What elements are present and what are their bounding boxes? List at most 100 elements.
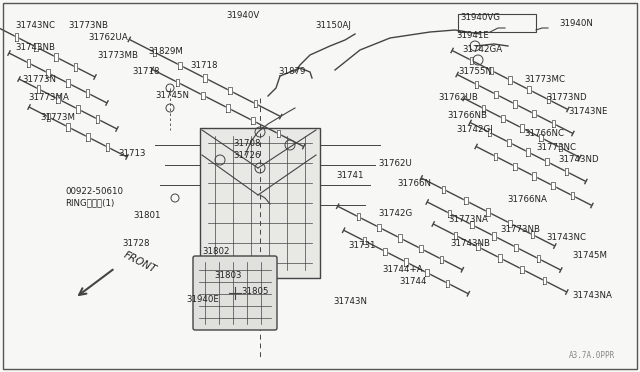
Text: 31766NC: 31766NC [524,129,564,138]
Polygon shape [203,74,207,81]
Text: 31762UA: 31762UA [88,33,128,42]
Polygon shape [447,210,451,217]
Text: 31744: 31744 [399,278,426,286]
Polygon shape [475,81,478,88]
Text: 31718: 31718 [190,61,218,71]
Text: 31940E: 31940E [186,295,219,305]
Polygon shape [540,134,543,141]
Text: 31829M: 31829M [148,48,183,57]
Text: 31743NB: 31743NB [15,44,55,52]
Polygon shape [527,86,531,93]
Polygon shape [513,163,516,170]
Text: 31773NB: 31773NB [500,225,540,234]
Polygon shape [489,67,493,74]
Polygon shape [470,221,474,228]
Polygon shape [488,129,492,136]
Polygon shape [404,259,408,266]
Polygon shape [46,70,50,77]
Text: 31743ND: 31743ND [558,155,598,164]
Polygon shape [464,197,468,204]
Polygon shape [47,113,51,121]
Polygon shape [76,105,79,113]
Polygon shape [419,245,422,252]
Polygon shape [356,213,360,220]
Polygon shape [552,120,556,127]
Polygon shape [513,100,517,108]
Polygon shape [481,105,485,112]
Polygon shape [507,139,511,146]
Polygon shape [440,256,444,263]
Polygon shape [501,115,504,122]
Text: 31773NB: 31773NB [68,22,108,31]
Text: 31743NB: 31743NB [450,240,490,248]
Polygon shape [27,60,31,67]
Polygon shape [526,148,530,155]
Text: 31745M: 31745M [572,251,607,260]
Polygon shape [253,100,257,107]
Text: 31742GA: 31742GA [462,45,502,55]
Polygon shape [537,255,540,262]
Polygon shape [228,87,232,94]
Text: 31755N: 31755N [458,67,492,77]
Text: 31150AJ: 31150AJ [315,22,351,31]
Polygon shape [176,79,179,86]
Polygon shape [454,232,457,239]
Polygon shape [470,57,473,64]
Polygon shape [226,105,230,112]
Polygon shape [532,173,536,180]
Polygon shape [95,115,99,122]
Polygon shape [86,89,89,97]
Polygon shape [520,266,524,273]
Text: 31879: 31879 [278,67,305,77]
Text: 31802: 31802 [202,247,230,256]
Polygon shape [559,144,563,151]
Text: 31762U: 31762U [378,158,412,167]
Text: 31941E: 31941E [456,32,489,41]
Polygon shape [35,44,38,51]
Text: 31745N: 31745N [155,90,189,99]
Polygon shape [54,54,58,61]
Polygon shape [363,237,366,244]
Text: 31766NB: 31766NB [447,112,487,121]
Text: 31940V: 31940V [226,12,259,20]
Polygon shape [36,86,40,93]
Polygon shape [86,134,90,141]
Polygon shape [378,224,381,231]
Polygon shape [425,269,429,276]
Text: 31731: 31731 [348,241,376,250]
Text: 31801: 31801 [133,212,161,221]
Text: 31718: 31718 [132,67,159,77]
Text: 31773NC: 31773NC [536,144,576,153]
Text: 31805: 31805 [241,286,269,295]
Text: 31762UB: 31762UB [438,93,478,103]
Polygon shape [67,124,70,131]
Polygon shape [74,63,77,71]
Text: RINGリング(1): RINGリング(1) [65,199,115,208]
Polygon shape [476,243,479,250]
Polygon shape [543,277,547,284]
Text: FRONT: FRONT [122,250,158,275]
Text: 31766N: 31766N [397,180,431,189]
Text: 00922-50610: 00922-50610 [65,187,123,196]
Polygon shape [383,248,387,255]
Text: 31940N: 31940N [559,19,593,29]
Polygon shape [547,96,550,103]
Polygon shape [493,153,497,160]
Text: 31743NE: 31743NE [568,108,607,116]
Polygon shape [201,92,205,99]
Text: 31766NA: 31766NA [507,196,547,205]
Text: 31773N: 31773N [22,76,56,84]
Polygon shape [545,158,549,166]
Polygon shape [252,117,255,124]
Text: 31773MB: 31773MB [97,51,138,61]
Text: 31773MA: 31773MA [28,93,69,103]
Text: A3.7A.0PPR: A3.7A.0PPR [569,351,615,360]
Polygon shape [446,280,449,287]
Polygon shape [276,130,280,137]
Polygon shape [564,168,568,175]
Text: 31728: 31728 [122,240,150,248]
Polygon shape [508,220,512,227]
Polygon shape [398,234,402,241]
Text: 31742GJ: 31742GJ [456,125,493,135]
Text: 31713: 31713 [118,150,145,158]
